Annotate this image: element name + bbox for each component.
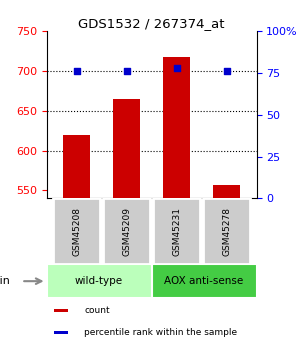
Text: wild-type: wild-type: [75, 276, 123, 286]
Point: [124, 68, 129, 74]
Text: GSM45231: GSM45231: [172, 207, 181, 256]
Bar: [213, 185, 240, 198]
Text: GSM45278: GSM45278: [222, 207, 231, 256]
Bar: [152, 264, 256, 298]
Text: strain: strain: [0, 276, 11, 286]
Title: GDS1532 / 267374_at: GDS1532 / 267374_at: [78, 17, 225, 30]
Text: AOX anti-sense: AOX anti-sense: [164, 276, 244, 286]
Point: [74, 68, 79, 74]
Bar: [113, 99, 140, 198]
Bar: [103, 198, 150, 264]
Bar: [153, 198, 200, 264]
Bar: [163, 57, 190, 198]
Text: count: count: [84, 306, 110, 315]
Point: [224, 68, 229, 74]
Bar: [54, 309, 68, 312]
Point: [174, 65, 179, 71]
Bar: [203, 198, 250, 264]
Bar: [54, 331, 68, 334]
Bar: [53, 198, 100, 264]
Bar: [46, 264, 152, 298]
Bar: [63, 135, 90, 198]
Text: GSM45208: GSM45208: [72, 207, 81, 256]
Text: GSM45209: GSM45209: [122, 207, 131, 256]
Text: percentile rank within the sample: percentile rank within the sample: [84, 328, 237, 337]
